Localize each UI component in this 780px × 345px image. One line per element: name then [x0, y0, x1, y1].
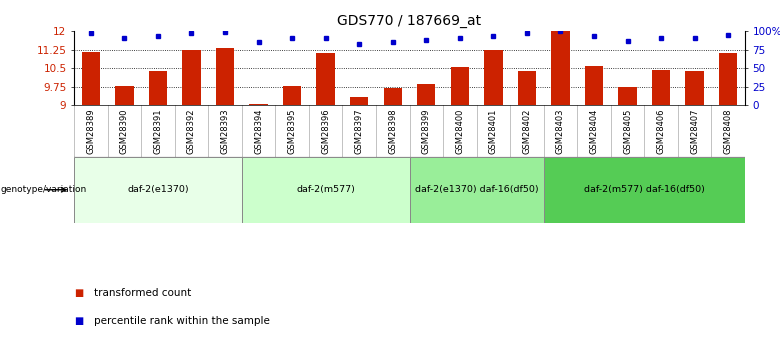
Bar: [544, 157, 745, 223]
Bar: [82, 52, 100, 105]
Bar: [317, 53, 335, 105]
Bar: [149, 71, 167, 105]
Bar: [484, 50, 502, 105]
Text: GSM28406: GSM28406: [657, 108, 665, 154]
Text: daf-2(e1370): daf-2(e1370): [127, 185, 189, 194]
Text: daf-2(m577): daf-2(m577): [296, 185, 355, 194]
Bar: [410, 157, 544, 223]
Bar: [719, 53, 737, 105]
Text: GSM28392: GSM28392: [187, 108, 196, 154]
Text: GSM28407: GSM28407: [690, 108, 699, 154]
Text: GSM28404: GSM28404: [590, 108, 598, 154]
Bar: [350, 97, 368, 105]
Text: GSM28401: GSM28401: [489, 108, 498, 154]
Text: ■: ■: [74, 288, 83, 298]
Text: daf-2(e1370) daf-16(df50): daf-2(e1370) daf-16(df50): [415, 185, 538, 194]
Text: GSM28394: GSM28394: [254, 108, 263, 154]
Bar: [183, 50, 200, 105]
Text: GSM28396: GSM28396: [321, 108, 330, 154]
Text: GSM28405: GSM28405: [623, 108, 632, 154]
Text: GSM28399: GSM28399: [422, 108, 431, 154]
Bar: [652, 70, 670, 105]
Text: GSM28393: GSM28393: [221, 108, 229, 154]
Bar: [242, 157, 410, 223]
Bar: [384, 88, 402, 105]
Bar: [686, 71, 704, 105]
Bar: [551, 31, 569, 105]
Text: GSM28391: GSM28391: [154, 108, 162, 154]
Text: GSM28400: GSM28400: [456, 108, 464, 154]
Text: GSM28397: GSM28397: [355, 108, 363, 154]
Text: transformed count: transformed count: [94, 288, 191, 298]
Text: GSM28402: GSM28402: [523, 108, 531, 154]
Text: daf-2(m577) daf-16(df50): daf-2(m577) daf-16(df50): [584, 185, 704, 194]
Bar: [619, 87, 636, 105]
Text: GSM28398: GSM28398: [388, 108, 397, 154]
Text: GDS770 / 187669_at: GDS770 / 187669_at: [338, 14, 481, 28]
Bar: [74, 157, 242, 223]
Bar: [585, 66, 603, 105]
Bar: [518, 71, 536, 105]
Text: GSM28408: GSM28408: [724, 108, 732, 154]
Text: GSM28403: GSM28403: [556, 108, 565, 154]
Text: GSM28390: GSM28390: [120, 108, 129, 154]
Bar: [115, 86, 133, 105]
Bar: [451, 67, 469, 105]
Text: genotype/variation: genotype/variation: [1, 185, 87, 194]
Text: GSM28395: GSM28395: [288, 108, 296, 154]
Text: GSM28389: GSM28389: [87, 108, 95, 154]
Text: ■: ■: [74, 316, 83, 326]
Bar: [250, 104, 268, 105]
Bar: [216, 48, 234, 105]
Bar: [417, 84, 435, 105]
Bar: [283, 86, 301, 105]
Text: percentile rank within the sample: percentile rank within the sample: [94, 316, 269, 326]
